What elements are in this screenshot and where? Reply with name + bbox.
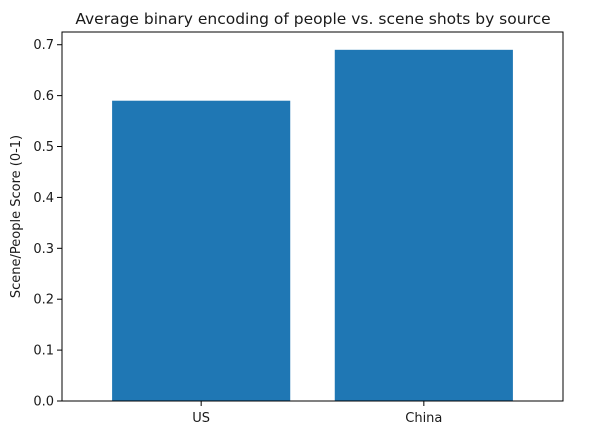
y-tick-label: 0.4 (33, 191, 54, 206)
y-tick-label: 0.2 (33, 293, 54, 308)
y-tick-label: 0.1 (33, 344, 54, 359)
y-tick-label: 0.0 (33, 395, 54, 410)
y-axis-label: Scene/People Score (0-1) (9, 135, 24, 298)
bar-us (112, 100, 291, 402)
plot-frame (61, 31, 564, 402)
x-tick-label-china: China (405, 411, 442, 426)
y-tick-label: 0.6 (33, 89, 54, 104)
plot-area: 0.0 0.1 0.2 0.3 0.4 0.5 0.6 0.7 US China (33, 31, 564, 426)
chart-title: Average binary encoding of people vs. sc… (75, 10, 550, 28)
y-tick-label: 0.7 (33, 38, 54, 53)
bar-china (334, 49, 513, 402)
y-tick-label: 0.3 (33, 242, 54, 257)
y-tick-label: 0.5 (33, 140, 54, 155)
x-tick-label-us: US (192, 411, 210, 426)
